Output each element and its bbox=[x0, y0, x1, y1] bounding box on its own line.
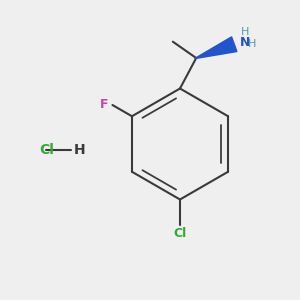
Text: F: F bbox=[100, 98, 109, 112]
Text: N: N bbox=[240, 36, 250, 49]
Polygon shape bbox=[194, 37, 237, 59]
Text: H: H bbox=[74, 143, 85, 157]
Text: H: H bbox=[241, 27, 249, 37]
Text: H: H bbox=[248, 39, 256, 49]
Text: Cl: Cl bbox=[39, 143, 54, 157]
Text: Cl: Cl bbox=[173, 227, 187, 240]
